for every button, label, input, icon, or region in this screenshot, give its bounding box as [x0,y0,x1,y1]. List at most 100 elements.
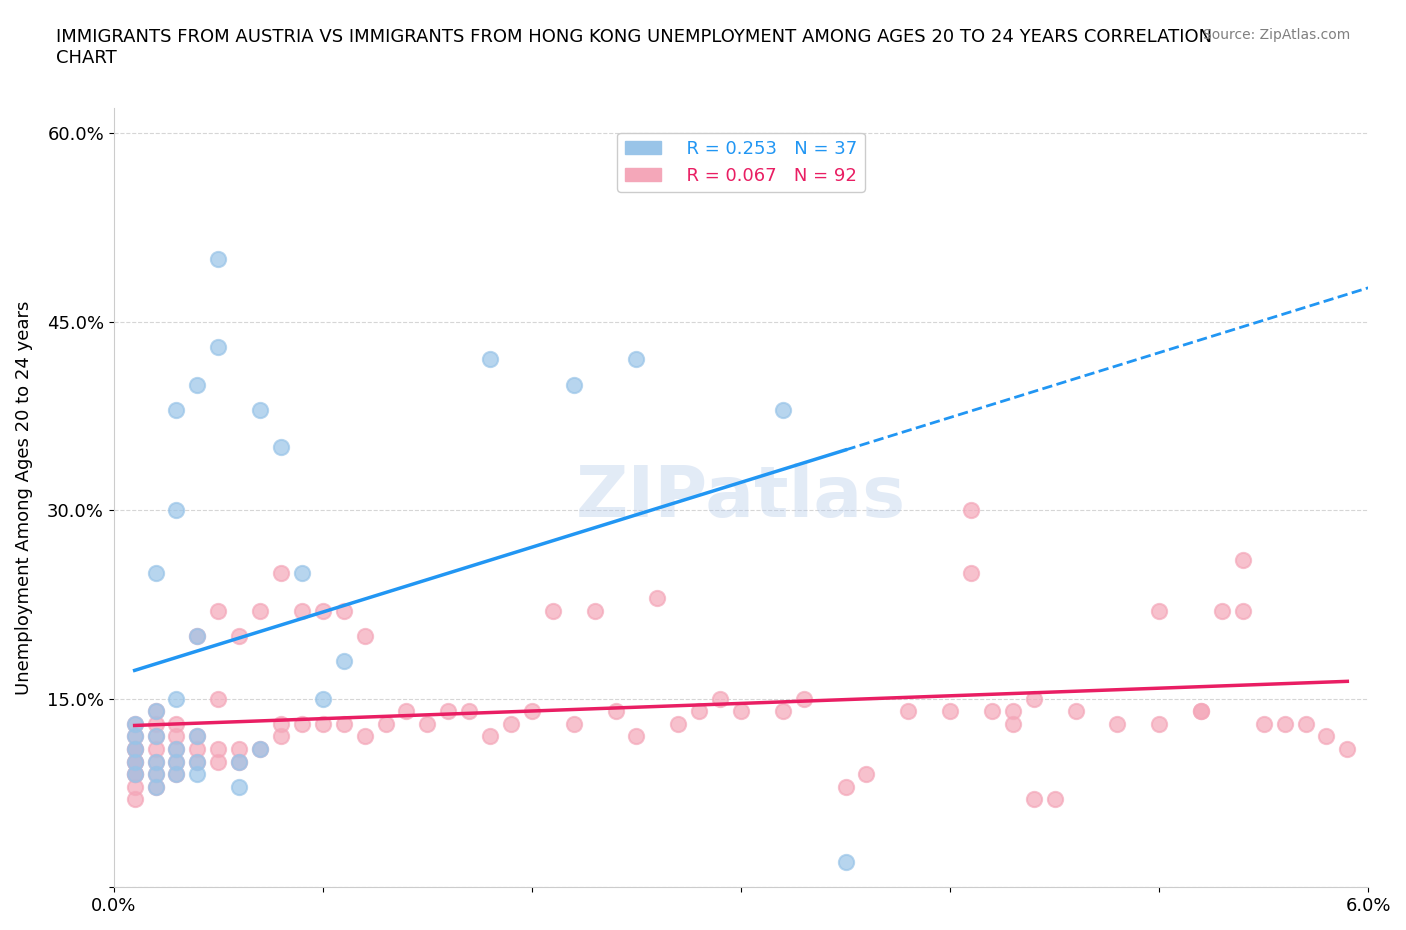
Point [186,629,208,644]
Point [145,565,167,580]
Point [186,754,208,769]
Point [270,716,292,731]
Point [332,604,354,618]
Point [228,741,250,756]
Point [1064,704,1087,719]
Point [145,704,167,719]
Point [124,729,146,744]
Point [124,741,146,756]
Point [166,741,188,756]
Point [186,766,208,781]
Point [124,729,146,744]
Point [124,766,146,781]
Point [124,754,146,769]
Point [124,754,146,769]
Point [541,604,564,618]
Point [291,565,314,580]
Point [124,766,146,781]
Point [353,729,375,744]
Point [186,741,208,756]
Point [124,754,146,769]
Point [1315,729,1337,744]
Point [312,604,335,618]
Point [207,691,229,706]
Point [124,741,146,756]
Legend:   R = 0.253   N = 37,   R = 0.067   N = 92: R = 0.253 N = 37, R = 0.067 N = 92 [617,133,865,193]
Point [1147,604,1170,618]
Point [1107,716,1129,731]
Point [1336,741,1358,756]
Point [145,729,167,744]
Point [1022,791,1045,806]
Point [270,565,292,580]
Point [626,352,648,366]
Point [499,716,522,731]
Point [145,766,167,781]
Point [166,716,188,731]
Point [228,629,250,644]
Point [772,704,794,719]
Point [124,741,146,756]
Point [166,729,188,744]
Point [647,591,669,605]
Point [166,754,188,769]
Point [145,766,167,781]
Point [186,729,208,744]
Point [249,604,271,618]
Point [186,377,208,392]
Point [145,741,167,756]
Point [1295,716,1317,731]
Point [1274,716,1296,731]
Text: Source: ZipAtlas.com: Source: ZipAtlas.com [1202,28,1350,42]
Text: IMMIGRANTS FROM AUSTRIA VS IMMIGRANTS FROM HONG KONG UNEMPLOYMENT AMONG AGES 20 : IMMIGRANTS FROM AUSTRIA VS IMMIGRANTS FR… [56,28,1212,67]
Point [666,716,689,731]
Point [1001,704,1024,719]
Point [145,754,167,769]
Point [249,741,271,756]
Point [605,704,627,719]
Point [166,766,188,781]
Point [228,754,250,769]
Point [855,766,877,781]
Point [626,729,648,744]
Point [291,716,314,731]
Point [374,716,396,731]
Point [479,352,502,366]
Point [897,704,920,719]
Point [228,779,250,794]
Point [332,716,354,731]
Point [145,779,167,794]
Point [834,779,856,794]
Point [312,691,335,706]
Point [228,754,250,769]
Point [1043,791,1066,806]
Point [249,402,271,417]
Point [186,629,208,644]
Point [1147,716,1170,731]
Point [166,766,188,781]
Point [1189,704,1212,719]
Point [583,604,606,618]
Point [166,503,188,518]
Text: ZIPatlas: ZIPatlas [576,463,905,532]
Point [207,604,229,618]
Point [1232,604,1254,618]
Point [562,377,585,392]
Y-axis label: Unemployment Among Ages 20 to 24 years: Unemployment Among Ages 20 to 24 years [15,300,32,695]
Point [437,704,460,719]
Point [145,729,167,744]
Point [520,704,543,719]
Point [332,654,354,669]
Point [207,339,229,354]
Point [166,402,188,417]
Point [688,704,710,719]
Point [1211,604,1233,618]
Point [249,741,271,756]
Point [124,716,146,731]
Point [353,629,375,644]
Point [207,741,229,756]
Point [1022,691,1045,706]
Point [1253,716,1275,731]
Point [186,729,208,744]
Point [1232,553,1254,568]
